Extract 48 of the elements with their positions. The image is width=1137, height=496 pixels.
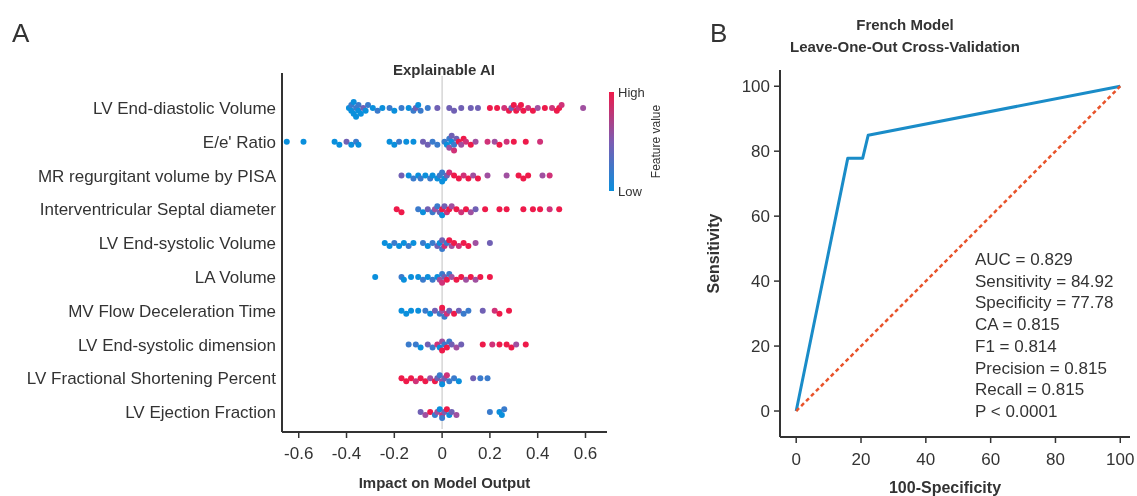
x-tick-label: 80 [1046,450,1065,469]
y-tick-label: 60 [751,207,770,227]
x-tick-label: -0.4 [331,444,362,463]
x-tick-label: 40 [916,450,936,469]
x-tick-label: 100 [1106,450,1135,469]
y-tick-label: 0 [760,402,770,422]
y-tick-label: Interventricular Septal diameter [39,200,277,220]
x-tick-label: 20 [851,450,871,469]
x-tick-label: 0.2 [478,444,502,463]
annotation: P < 0.0001 [975,401,1058,421]
y-tick-label: LV Ejection Fraction [125,403,276,423]
annotation: Recall = 0.815 [975,380,1085,400]
y-tick-label: 40 [751,272,770,292]
x-tick-label: 60 [981,450,1001,469]
x-tick-label: 0 [791,450,801,469]
y-tick-label: LV End-systolic Volume [98,234,276,254]
y-tick-label: 100 [741,77,770,97]
chart-title: Explainable AI [393,61,495,78]
color-bar-label: High [618,85,645,100]
chart-subtitle: Leave-One-Out Cross-Validation [789,38,1021,55]
y-axis-title: Sensitivity [705,213,722,294]
annotation: AUC = 0.829 [975,250,1073,269]
y-tick-label: 80 [751,142,770,162]
annotation: Specificity = 77.78 [975,293,1114,313]
y-tick-label: E/e' Ratio [202,132,276,152]
y-tick-label: MV Flow Deceleration Time [68,301,276,321]
annotation: Precision = 0.815 [975,358,1107,378]
y-tick-label: MR regurgitant volume by PISA [37,166,277,186]
annotation: Sensitivity = 84.92 [975,271,1114,291]
y-tick-label: LV End-diastolic Volume [92,98,276,118]
y-tick-label: LV End-systolic dimension [77,335,276,355]
y-tick-label: LA Volume [194,267,276,287]
x-axis-title: 100-Specificity [888,479,1002,496]
color-bar-label: Low [618,184,643,199]
y-tick-label: 20 [751,337,770,357]
annotation: CA = 0.815 [975,315,1060,335]
x-tick-label: -0.6 [284,444,314,463]
text: B [710,18,728,48]
x-tick-label: 0.4 [525,444,550,463]
x-tick-label: 0.6 [573,444,598,463]
y-tick-label: LV Fractional Shortening Percent [26,369,277,389]
x-tick-label: 0 [437,444,447,463]
x-axis-title: Impact on Model Output [358,474,531,491]
x-tick-label: -0.2 [379,444,409,463]
color-bar-title: Feature value [649,104,663,179]
annotation: F1 = 0.814 [975,336,1057,356]
chart-title: French Model [856,16,954,33]
text: A [12,18,30,48]
